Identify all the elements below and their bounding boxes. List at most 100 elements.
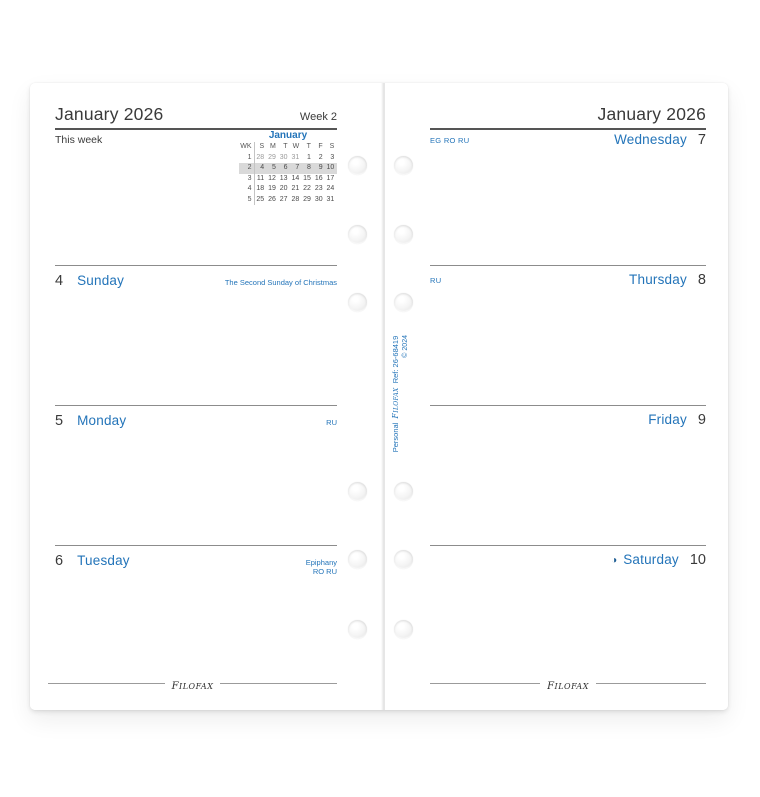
mini-calendar-cell: M [270,143,276,150]
filofax-logo: filofax [164,678,221,693]
mini-calendar-cell: 9 [313,163,326,174]
day-holiday-notes: Epiphany RO RU [306,558,337,576]
binder-hole [348,225,367,244]
mini-calendar-cell: 29 [303,195,311,203]
day-divider [430,545,706,546]
mini-calendar-cell: 10 [325,163,337,174]
mini-calendar-cell: 3 [330,153,335,161]
note-line: Epiphany [305,558,337,567]
spine-copyright: © 2024 [402,335,409,358]
mini-calendar-cell: F [318,143,323,150]
day-section-monday: 5 Monday RU [55,405,337,429]
mini-calendar-cell: 1 [239,152,255,163]
mini-calendar-cell: S [259,143,265,150]
mini-calendar-cell: T [283,143,288,150]
day-section-wednesday: EG RO RU Wednesday 7 [430,129,706,148]
day-name: Friday [648,412,687,427]
day-number: 10 [689,552,706,568]
mini-calendar-cell: 27 [279,195,288,203]
mini-calendar-cell: W [292,143,300,150]
moon-phase-icon: ◑ [611,555,618,566]
day-holiday-notes: The Second Sunday of Christmas [225,278,337,287]
day-number: 9 [697,412,706,428]
day-name: Wednesday [614,132,687,147]
binder-hole [348,156,367,175]
mini-calendar-cell: 26 [268,195,276,203]
mini-calendar-cell: 6 [278,163,291,174]
mini-calendar-grid: WK S M T W T F S 1 28 29 30 31 1 2 3 2 4 5 6 7 8 9 10 3 11 12 13 14 1… [239,142,337,205]
mini-calendar-cell: 21 [291,185,300,192]
page-title: January 2026 [55,104,164,124]
mini-calendar-cell: 18 [256,185,265,192]
day-number: 5 [55,413,64,429]
mini-calendar-cell: 14 [291,174,300,182]
day-holiday-notes: EG RO RU [430,136,470,145]
day-section-saturday: ◑ Saturday 10 [430,545,706,568]
this-week-label: This week [55,134,103,146]
mini-calendar-cell: 28 [256,153,265,161]
mini-calendar-cell: 20 [279,185,288,192]
day-section-thursday: RU Thursday 8 [430,265,706,288]
day-heading: RU Thursday 8 [430,265,706,288]
mini-calendar-cell: T [306,143,311,150]
page-title: January 2026 [597,104,706,124]
mini-calendar-cell: 13 [279,174,288,182]
footer-logo-wrap: filofax [48,676,337,694]
day-label: Thursday 8 [623,272,706,288]
mini-calendar-cell: 23 [314,185,323,192]
mini-calendar-cell: 12 [268,174,276,182]
binder-hole [394,156,413,175]
mini-calendar-cell: 31 [291,153,300,161]
mini-calendar-cell: 1 [307,153,311,161]
mini-calendar-cell: 8 [301,163,314,174]
binder-hole [394,225,413,244]
day-label: Friday 9 [642,412,706,428]
day-divider [55,265,337,266]
day-number: 8 [697,272,706,288]
day-divider [430,265,706,266]
mini-calendar-cell: 30 [314,195,323,203]
week-number-label: Week 2 [299,111,337,123]
binder-hole [394,293,413,312]
binder-hole [348,550,367,569]
mini-calendar-cell: 7 [290,163,302,174]
left-page-header: January 2026 Week 2 [55,104,337,125]
header-rule [430,128,706,130]
mini-calendar-cell: 17 [326,174,335,182]
day-heading: 6 Tuesday Epiphany RO RU [55,545,337,576]
mini-calendar-cell: 5 [239,194,255,205]
right-page: January 2026 EG RO RU Wednesday 7 RU [385,83,728,710]
day-name: Tuesday [77,553,130,568]
day-name: Thursday [629,272,687,287]
mini-calendar-cell: 4 [255,163,267,174]
mini-calendar-cell: 11 [256,174,265,182]
mini-calendar-cell: 16 [314,174,323,182]
day-name: Monday [77,413,127,428]
planner-spread: January 2026 Week 2 This week January WK… [30,83,728,710]
mini-calendar-cell: 28 [291,195,300,203]
mini-calendar-cell: 15 [303,174,311,182]
day-section-tuesday: 6 Tuesday Epiphany RO RU [55,545,337,576]
mini-calendar-cell: WK [239,142,255,153]
mini-calendar-cell: 19 [268,185,276,192]
day-label: Wednesday 7 [608,132,706,148]
day-number: 4 [55,273,64,289]
binder-hole [394,620,413,639]
day-holiday-notes: RU [326,418,337,427]
day-heading: ◑ Saturday 10 [430,545,706,568]
day-divider [55,405,337,406]
footer-logo-wrap: filofax [430,676,706,694]
day-name: Saturday [623,552,679,567]
mini-calendar-cell: 2 [318,153,323,161]
day-holiday-notes: RU [430,276,442,285]
mini-calendar-cell: 25 [256,195,265,203]
mini-calendar-cell: 5 [266,163,279,174]
mini-calendar-cell: 31 [326,195,335,203]
day-name: Sunday [77,273,125,288]
day-section-sunday: 4 Sunday The Second Sunday of Christmas [55,265,337,289]
mini-calendar-cell: S [329,143,335,150]
left-page: January 2026 Week 2 This week January WK… [30,83,383,710]
mini-calendar-cell: 3 [239,173,255,184]
header-rule [55,128,337,130]
